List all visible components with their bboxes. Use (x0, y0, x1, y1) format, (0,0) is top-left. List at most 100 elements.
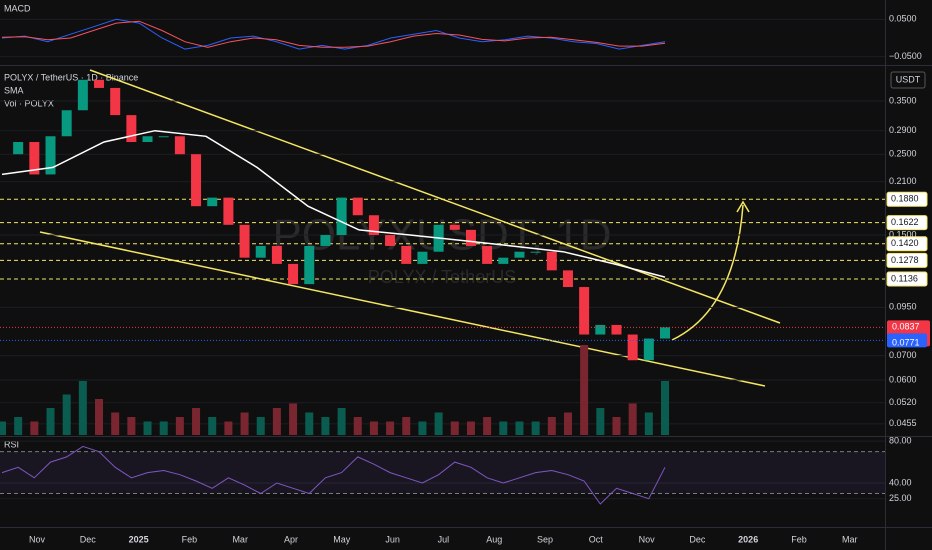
legend-entry: SMA (4, 85, 24, 95)
volume-bar (353, 417, 362, 435)
y-tick-label: 25.00 (889, 493, 912, 503)
unit-label: USDT (896, 74, 921, 84)
candle (336, 197, 347, 236)
y-tick-label: 0.2500 (889, 149, 917, 159)
volume-bar (0, 421, 6, 435)
x-tick-label: Dec (689, 534, 706, 544)
x-tick-label: 2025 (129, 534, 149, 544)
y-tick-label: 0.0500 (889, 14, 917, 24)
level-label: 0.1136 (891, 273, 918, 283)
series-line (1, 20, 666, 48)
series-line (1, 445, 666, 505)
rsi-band (0, 451, 885, 494)
candle (223, 197, 234, 225)
volume-bar (143, 421, 152, 435)
candle (13, 142, 24, 155)
volume-bar (628, 403, 637, 435)
candle (45, 136, 56, 175)
candle (239, 224, 250, 258)
y-tick-label: 0.0700 (889, 350, 917, 360)
volume-bar (78, 381, 87, 435)
y-tick-label: 0.2100 (889, 176, 917, 186)
level-label-box (886, 236, 928, 252)
candle (304, 245, 315, 285)
volume-bar (272, 408, 281, 435)
candle (385, 235, 396, 246)
volume-bar (450, 421, 459, 435)
candle (465, 229, 476, 246)
y-tick-label: 0.0520 (889, 397, 917, 407)
candle (352, 197, 363, 216)
volume-bar (305, 412, 314, 435)
candle (191, 154, 202, 207)
candle (498, 257, 509, 264)
volume-bar (515, 421, 524, 435)
candle (158, 136, 169, 138)
volume-bar (111, 412, 120, 435)
candle (29, 142, 40, 175)
volume-bar (46, 408, 55, 435)
x-tick-label: Apr (284, 534, 298, 544)
y-tick-label: 0.2900 (889, 125, 917, 135)
y-tick-label: −0.0500 (889, 51, 922, 61)
volume-bar (208, 417, 217, 435)
x-tick-label: Jul (438, 534, 450, 544)
candle (271, 245, 282, 264)
candle (627, 334, 638, 361)
volume-bar (14, 417, 23, 435)
level-label: 0.1880 (891, 194, 919, 204)
candle (77, 79, 88, 111)
volume-bar (30, 421, 39, 435)
candle (174, 136, 185, 155)
prior-price-box (887, 333, 927, 348)
volume-bar (256, 417, 265, 435)
projection-arrow (671, 204, 744, 341)
volume-bar (531, 421, 540, 435)
x-tick-label: Mar (232, 534, 248, 544)
volume-bar (434, 412, 443, 435)
unit-box (890, 71, 926, 89)
legend-entry: Vol · POLYX (4, 98, 54, 108)
trendline (89, 69, 781, 324)
y-tick-label: 0.0950 (889, 302, 917, 312)
x-tick-label: Feb (182, 534, 198, 544)
volume-bar (159, 421, 168, 435)
volume-bar (95, 399, 104, 435)
volume-bar (240, 412, 249, 435)
x-tick-label: Aug (486, 534, 502, 544)
level-label: 0.1622 (891, 217, 919, 227)
candle (320, 235, 331, 246)
candle (660, 327, 670, 339)
y-tick-label: 80.00 (889, 436, 912, 446)
level-label-box (886, 252, 928, 268)
panel-title: MACD (4, 3, 31, 13)
candle (368, 215, 379, 236)
level-label-box (886, 215, 928, 231)
volume-bar (386, 421, 395, 435)
x-tick-label: Oct (589, 534, 604, 544)
y-tick-label: 40.00 (889, 477, 912, 487)
x-tick-label: Sep (537, 534, 553, 544)
arrow-head (736, 200, 750, 213)
volume-bar (596, 408, 605, 435)
candle (514, 251, 525, 258)
trendline (39, 231, 766, 387)
volume-bar (224, 421, 233, 435)
x-tick-label: Nov (29, 534, 46, 544)
panel-title: RSI (4, 439, 19, 449)
volume-bar (369, 421, 378, 435)
candle (110, 87, 121, 116)
candle (94, 79, 105, 88)
volume-bar (466, 421, 475, 435)
x-tick-label: Nov (639, 534, 656, 544)
candle (401, 245, 412, 264)
y-tick-label: 0.0455 (889, 418, 917, 428)
candle (562, 270, 573, 288)
candle (482, 245, 493, 264)
candle (611, 324, 622, 335)
last-price-label: 0.0837 (892, 322, 920, 332)
candle (643, 338, 654, 361)
y-tick-label: 0.3500 (889, 95, 917, 105)
